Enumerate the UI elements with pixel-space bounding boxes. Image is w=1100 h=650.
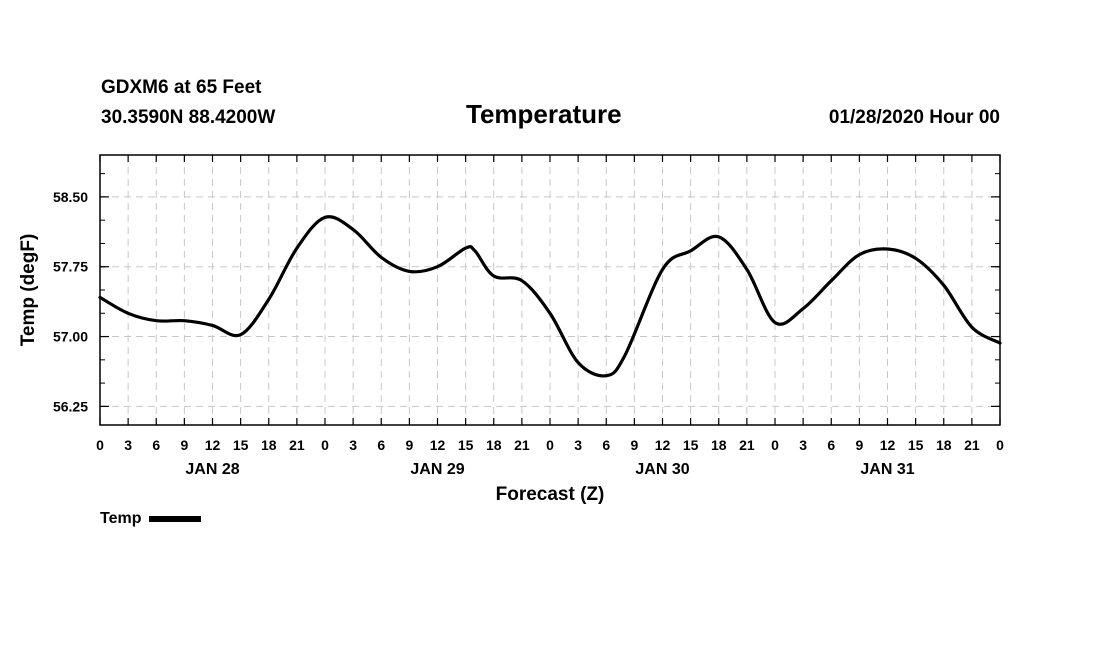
x-tick-label: 12 bbox=[880, 437, 896, 453]
day-label: JAN 31 bbox=[860, 461, 914, 478]
y-tick-label: 58.50 bbox=[53, 189, 88, 205]
legend-label: Temp bbox=[100, 510, 142, 527]
x-tick-label: 15 bbox=[233, 437, 249, 453]
plot-frame bbox=[99, 154, 1001, 426]
x-tick-label: 0 bbox=[996, 437, 1004, 453]
x-tick-label: 21 bbox=[739, 437, 755, 453]
x-tick-label: 18 bbox=[486, 437, 502, 453]
x-tick-label: 6 bbox=[377, 437, 385, 453]
x-tick-label: 0 bbox=[96, 437, 104, 453]
x-tick-label: 18 bbox=[711, 437, 727, 453]
x-tick-label: 3 bbox=[799, 437, 807, 453]
x-tick-label: 9 bbox=[180, 437, 188, 453]
x-tick-label: 12 bbox=[655, 437, 671, 453]
x-tick-label: 15 bbox=[908, 437, 924, 453]
x-tick-label: 9 bbox=[855, 437, 863, 453]
station-label: GDXM6 at 65 Feet bbox=[101, 77, 262, 98]
x-tick-label: 3 bbox=[124, 437, 132, 453]
x-tick-label: 21 bbox=[514, 437, 530, 453]
legend: Temp bbox=[100, 510, 202, 528]
x-tick-label: 6 bbox=[827, 437, 835, 453]
x-tick-label: 15 bbox=[458, 437, 474, 453]
x-tick-label: 12 bbox=[430, 437, 446, 453]
x-tick-label: 9 bbox=[405, 437, 413, 453]
x-tick-label: 6 bbox=[602, 437, 610, 453]
y-tick-label: 57.00 bbox=[53, 329, 88, 345]
y-tick-label: 57.75 bbox=[53, 259, 88, 275]
x-tick-label: 0 bbox=[321, 437, 329, 453]
y-tick-label: 56.25 bbox=[53, 398, 88, 414]
x-tick-label: 0 bbox=[546, 437, 554, 453]
x-tick-label: 0 bbox=[771, 437, 779, 453]
x-tick-label: 18 bbox=[261, 437, 277, 453]
x-tick-label: 3 bbox=[574, 437, 582, 453]
chart-title: Temperature bbox=[466, 99, 622, 129]
temp-series-line bbox=[98, 215, 1002, 378]
x-tick-label: 21 bbox=[289, 437, 305, 453]
day-label: JAN 28 bbox=[185, 461, 239, 478]
coordinates-label: 30.3590N 88.4200W bbox=[101, 107, 276, 128]
x-tick-label: 6 bbox=[152, 437, 160, 453]
forecast-datetime: 01/28/2020 Hour 00 bbox=[828, 107, 1000, 128]
legend-line-swatch bbox=[149, 516, 202, 522]
x-axis-label: Forecast (Z) bbox=[496, 484, 605, 505]
y-axis-label: Temp (degF) bbox=[18, 234, 39, 347]
day-label: JAN 29 bbox=[410, 461, 464, 478]
day-label: JAN 30 bbox=[635, 461, 689, 478]
x-tick-label: 3 bbox=[349, 437, 357, 453]
x-tick-label: 9 bbox=[630, 437, 638, 453]
x-tick-label: 15 bbox=[683, 437, 699, 453]
x-tick-label: 12 bbox=[205, 437, 221, 453]
x-tick-label: 18 bbox=[936, 437, 952, 453]
x-tick-label: 21 bbox=[964, 437, 980, 453]
